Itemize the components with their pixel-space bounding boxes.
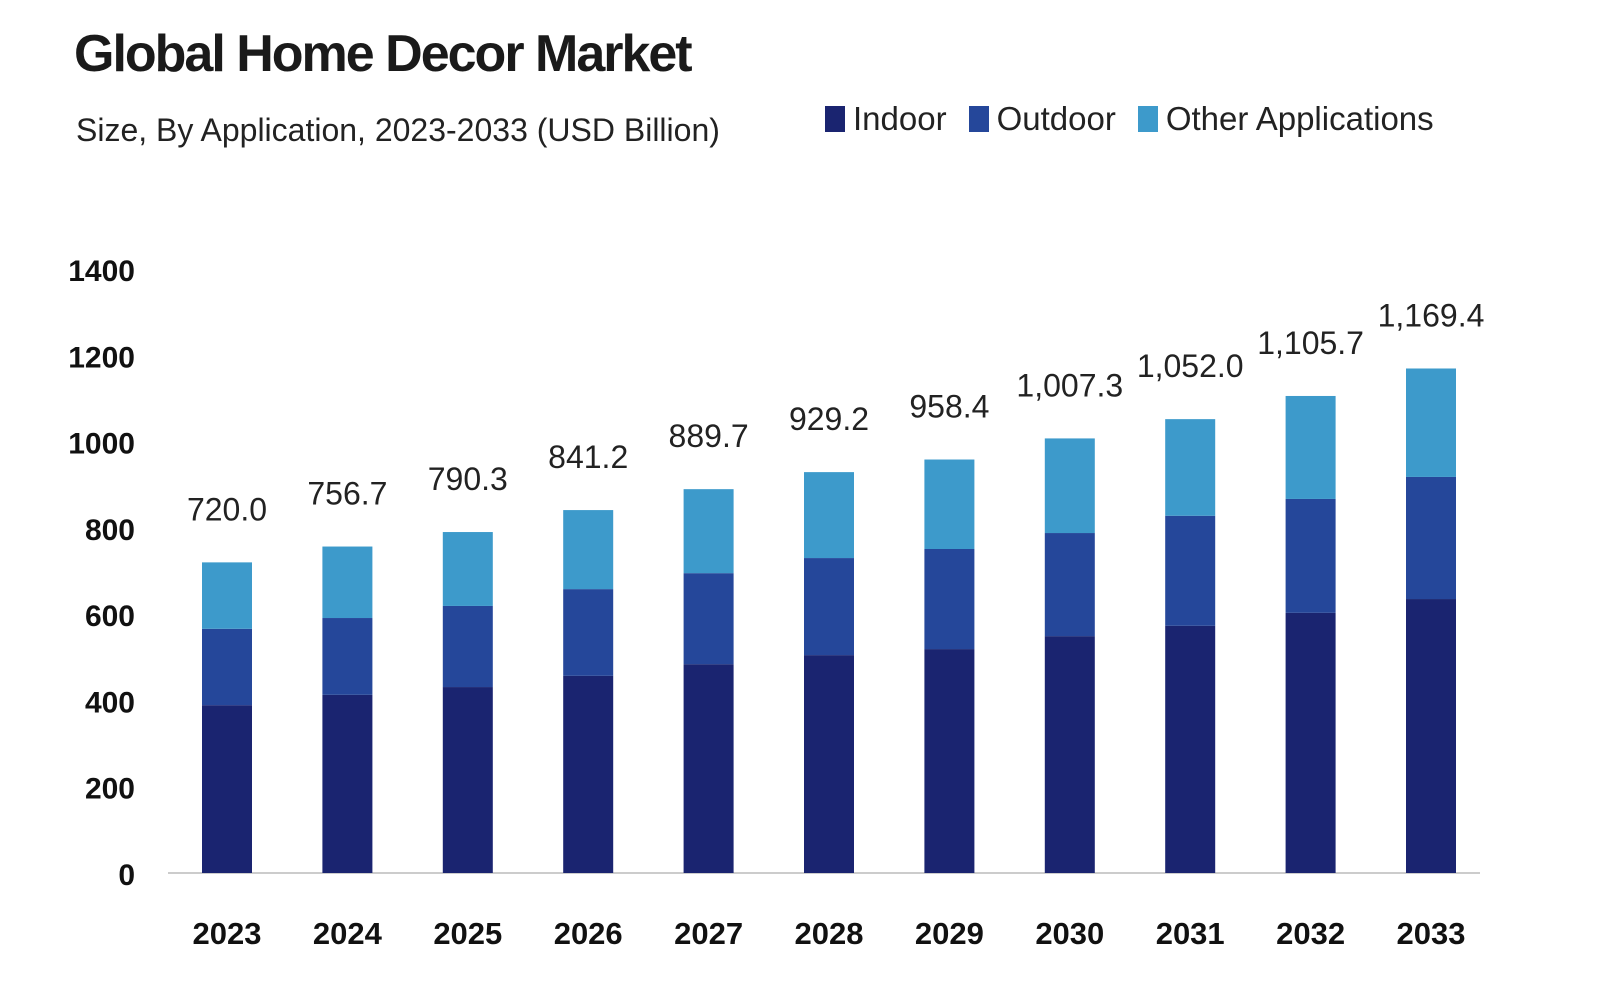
legend-label: Outdoor bbox=[996, 100, 1116, 137]
data-label-total: 720.0 bbox=[187, 491, 267, 527]
bar-segment-indoor bbox=[1044, 636, 1095, 873]
bar-segment-outdoor bbox=[1044, 533, 1095, 637]
x-tick-label: 2026 bbox=[554, 916, 623, 951]
bar-segment-indoor bbox=[322, 694, 373, 873]
bar-segment-other-applications bbox=[924, 459, 975, 549]
bar-segment-indoor bbox=[1285, 612, 1336, 873]
data-label-total: 841.2 bbox=[548, 439, 628, 475]
bar-segment-indoor bbox=[1165, 625, 1216, 873]
x-tick-label: 2030 bbox=[1035, 916, 1104, 951]
bar-segment-other-applications bbox=[1165, 419, 1216, 516]
legend-label: Indoor bbox=[853, 100, 947, 137]
bar-segment-indoor bbox=[442, 687, 493, 873]
bar-segment-other-applications bbox=[1044, 438, 1095, 534]
x-tick-label: 2028 bbox=[795, 916, 864, 951]
legend-label: Other Applications bbox=[1165, 100, 1434, 137]
bar-segment-outdoor bbox=[1406, 476, 1456, 600]
bar-segment-outdoor bbox=[442, 605, 493, 688]
bar-segment-indoor bbox=[202, 705, 252, 873]
x-tick-label: 2025 bbox=[433, 916, 502, 951]
data-label-total: 1,169.4 bbox=[1378, 297, 1485, 333]
bar-segment-other-applications bbox=[683, 489, 734, 574]
bar-segment-indoor bbox=[563, 675, 614, 873]
legend-item-other: Other Applications bbox=[1137, 100, 1434, 138]
y-tick-label: 800 bbox=[85, 514, 135, 547]
data-label-total: 929.2 bbox=[789, 401, 869, 437]
bar-segment-indoor bbox=[1406, 599, 1456, 873]
bar-segment-indoor bbox=[804, 655, 854, 873]
y-tick-label: 0 bbox=[118, 859, 135, 892]
data-label-total: 889.7 bbox=[669, 418, 749, 454]
legend-swatch-indoor bbox=[825, 106, 845, 132]
y-tick-label: 1200 bbox=[68, 341, 135, 374]
data-label-total: 756.7 bbox=[307, 476, 387, 512]
data-label-total: 1,105.7 bbox=[1257, 325, 1364, 361]
legend: Indoor Outdoor Other Applications bbox=[825, 100, 1434, 138]
x-tick-label: 2027 bbox=[674, 916, 743, 951]
x-tick-label: 2033 bbox=[1397, 916, 1466, 951]
bar-segment-indoor bbox=[924, 649, 975, 873]
bar-segment-outdoor bbox=[1285, 498, 1336, 613]
bar-segment-other-applications bbox=[1285, 395, 1336, 499]
chart-subtitle: Size, By Application, 2023-2033 (USD Bil… bbox=[76, 112, 720, 148]
bar-segment-outdoor bbox=[322, 618, 373, 695]
data-label-total: 790.3 bbox=[428, 461, 508, 497]
data-label-total: 1,052.0 bbox=[1137, 348, 1244, 384]
bar-segment-indoor bbox=[683, 664, 734, 873]
y-tick-label: 1400 bbox=[68, 255, 135, 288]
y-tick-label: 400 bbox=[85, 686, 135, 719]
x-tick-label: 2032 bbox=[1276, 916, 1345, 951]
bar-segment-outdoor bbox=[563, 589, 614, 676]
legend-swatch-other bbox=[1137, 106, 1158, 132]
x-tick-label: 2029 bbox=[915, 916, 984, 951]
bar-segment-other-applications bbox=[442, 532, 493, 606]
chart-title: Global Home Decor Market bbox=[74, 25, 693, 83]
bar-segment-other-applications bbox=[1406, 368, 1456, 477]
data-label-total: 1,007.3 bbox=[1016, 367, 1123, 403]
legend-item-indoor: Indoor bbox=[825, 100, 947, 138]
y-tick-label: 1000 bbox=[68, 428, 135, 461]
bar-segment-outdoor bbox=[683, 573, 734, 665]
bar-segment-outdoor bbox=[804, 558, 854, 656]
bar-segment-other-applications bbox=[563, 510, 614, 590]
x-tick-label: 2023 bbox=[193, 916, 262, 951]
bar-segment-outdoor bbox=[924, 548, 975, 650]
bar-segment-other-applications bbox=[322, 546, 373, 619]
data-label-total: 958.4 bbox=[909, 389, 989, 425]
legend-swatch-outdoor bbox=[968, 106, 989, 132]
y-tick-label: 600 bbox=[85, 600, 135, 633]
bar-segment-other-applications bbox=[804, 472, 854, 559]
legend-item-outdoor: Outdoor bbox=[968, 100, 1116, 138]
y-tick-label: 200 bbox=[85, 773, 135, 806]
bar-segment-outdoor bbox=[1165, 515, 1216, 626]
x-tick-label: 2031 bbox=[1156, 916, 1225, 951]
x-tick-label: 2024 bbox=[313, 916, 383, 951]
bar-segment-outdoor bbox=[202, 628, 252, 706]
bar-segment-other-applications bbox=[202, 562, 252, 629]
